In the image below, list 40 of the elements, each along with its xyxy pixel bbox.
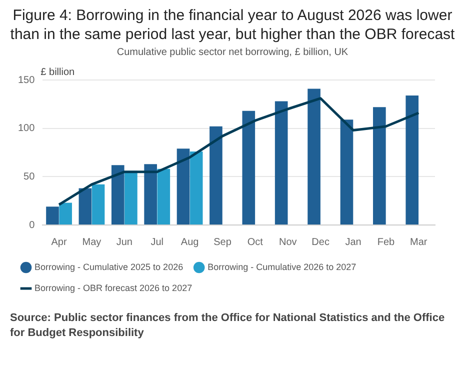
- source-note: Source: Public sector finances from the Office for National Statistics and the Office for Budget Responsibility: [10, 311, 446, 341]
- bar: [59, 202, 72, 224]
- y-tick-label: 0: [29, 220, 36, 231]
- bar: [340, 120, 354, 224]
- legend-label: Borrowing - Cumulative 2025 to 2026: [34, 262, 184, 272]
- bar: [373, 107, 386, 224]
- bar: [176, 148, 190, 224]
- legend-label: Borrowing - Cumulative 2026 to 2027: [208, 262, 356, 272]
- bar: [124, 170, 138, 224]
- x-tick-label: Oct: [247, 236, 264, 248]
- bar: [242, 110, 256, 224]
- bar: [308, 88, 320, 224]
- x-tick-label: Aug: [180, 236, 199, 248]
- y-tick-label: 150: [18, 74, 36, 86]
- y-axis-title: £ billion: [40, 66, 75, 78]
- x-tick-label: Apr: [51, 236, 68, 248]
- x-tick-label: May: [82, 236, 102, 248]
- bar: [210, 126, 222, 224]
- bar: [46, 206, 59, 224]
- chart-subtitle: Cumulative public sector net borrowing, £ billion, UK: [116, 47, 350, 58]
- legend-label: Borrowing - OBR forecast 2026 to 2027: [34, 282, 192, 293]
- x-tick-label: Nov: [278, 236, 297, 248]
- bar: [144, 164, 157, 224]
- x-tick-label: Dec: [312, 236, 330, 248]
- bar: [190, 152, 203, 224]
- bar: [406, 95, 419, 224]
- bar: [274, 101, 288, 224]
- bar: [157, 168, 170, 224]
- chart-title: Figure 4: Borrowing in the financial year to August 2026 was lower than in the same period last year, but higher than the OBR forecast: [10, 6, 455, 44]
- y-tick-label: 100: [18, 123, 36, 134]
- x-tick-label: Jun: [116, 236, 132, 248]
- x-tick-label: Jul: [150, 236, 164, 248]
- x-tick-label: Sep: [214, 236, 232, 248]
- x-tick-label: Feb: [377, 236, 396, 248]
- x-tick-label: Mar: [410, 236, 428, 248]
- bar: [92, 184, 105, 224]
- x-tick-label: Jan: [345, 236, 362, 248]
- bar: [111, 165, 124, 224]
- y-tick-label: 50: [24, 171, 36, 182]
- bar: [78, 188, 92, 224]
